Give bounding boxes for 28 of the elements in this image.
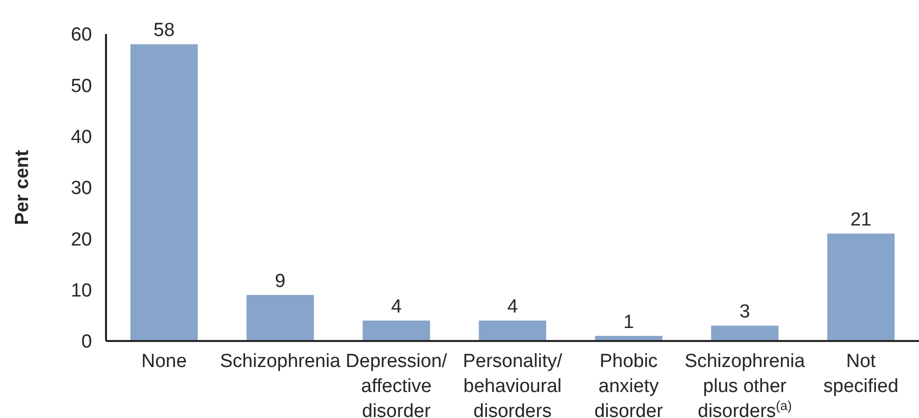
x-tick-label: Schizophrenia plus other disorders$^{(a)}$	[684, 351, 806, 418]
x-tick-label: Not specified	[823, 351, 898, 397]
y-tick-label: 20	[70, 229, 92, 250]
data-label: 9	[274, 270, 286, 292]
y-axis-title: Per cent	[12, 149, 33, 225]
y-tick-label: 30	[70, 178, 92, 200]
x-tick-label: None	[141, 351, 187, 372]
bar	[711, 326, 778, 341]
x-tick-label: Personality/ behavioural disorders	[462, 351, 563, 418]
bar	[130, 44, 198, 341]
bar	[246, 294, 314, 341]
bar	[362, 320, 430, 341]
y-tick-label: 50	[70, 76, 92, 97]
y-tick-label: 40	[70, 126, 92, 148]
data-label: 4	[507, 296, 518, 318]
y-tick-label: 10	[70, 280, 92, 302]
y-tick-label: 0	[81, 332, 92, 353]
x-tick-label: Schizophrenia	[220, 351, 341, 372]
data-label: 4	[391, 296, 402, 318]
y-tick-label: 60	[70, 24, 92, 46]
bar	[478, 320, 546, 341]
x-tick-label: Depression/ affective disorder	[346, 351, 448, 418]
data-label: 58	[154, 20, 175, 42]
data-label: 3	[739, 302, 750, 323]
bar	[827, 234, 895, 341]
data-label: 1	[623, 312, 634, 333]
data-label: 21	[850, 210, 872, 231]
x-tick-label: Phobic anxiety disorder	[594, 351, 664, 418]
